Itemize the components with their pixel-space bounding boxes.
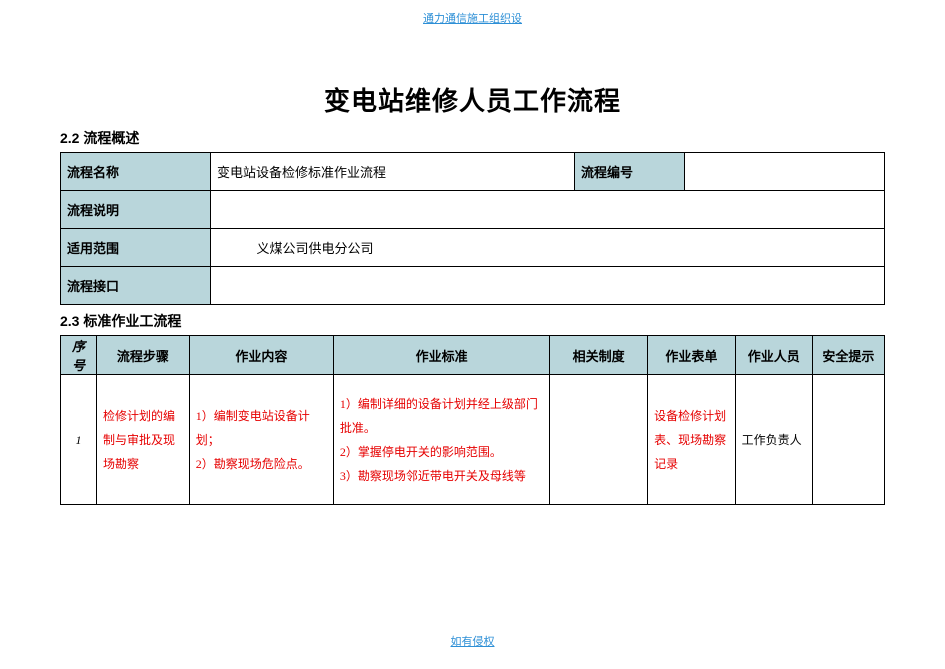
overview-name-value: 变电站设备检修标准作业流程 <box>211 153 575 191</box>
cell-rule <box>550 375 648 505</box>
hdr-staff: 作业人员 <box>735 336 812 375</box>
section-2-2-heading: 2.2 流程概述 <box>60 128 885 148</box>
cell-staff: 工作负责人 <box>735 375 812 505</box>
overview-iface-value <box>211 267 885 305</box>
page-title: 变电站维修人员工作流程 <box>60 81 885 118</box>
hdr-seq: 序号 <box>61 336 97 375</box>
overview-desc-value <box>211 191 885 229</box>
section-2-3-heading: 2.3 标准作业工流程 <box>60 311 885 331</box>
overview-scope-pad <box>211 229 251 267</box>
page-header-link: 通力通信施工组织设 <box>60 0 885 36</box>
cell-std: 1）编制详细的设备计划并经上级部门批准。2）掌握停电开关的影响范围。3）勘察现场… <box>333 375 549 505</box>
page-footer-link: 如有侵权 <box>0 623 945 659</box>
cell-step: 检修计划的编制与审批及现场勘察 <box>97 375 190 505</box>
hdr-form: 作业表单 <box>648 336 736 375</box>
overview-iface-label: 流程接口 <box>61 267 211 305</box>
hdr-step: 流程步骤 <box>97 336 190 375</box>
overview-name-label: 流程名称 <box>61 153 211 191</box>
hdr-work: 作业内容 <box>189 336 333 375</box>
overview-code-value <box>685 153 885 191</box>
workflow-table: 序号 流程步骤 作业内容 作业标准 相关制度 作业表单 作业人员 安全提示 1 … <box>60 335 885 505</box>
overview-table: 流程名称 变电站设备检修标准作业流程 流程编号 流程说明 适用范围 义煤公司供电… <box>60 152 885 305</box>
hdr-safe: 安全提示 <box>812 336 884 375</box>
hdr-std: 作业标准 <box>333 336 549 375</box>
overview-code-label: 流程编号 <box>575 153 685 191</box>
cell-safe <box>812 375 884 505</box>
overview-desc-label: 流程说明 <box>61 191 211 229</box>
cell-work: 1）编制变电站设备计划；2）勘察现场危险点。 <box>189 375 333 505</box>
table-row: 1 检修计划的编制与审批及现场勘察 1）编制变电站设备计划；2）勘察现场危险点。… <box>61 375 885 505</box>
cell-seq: 1 <box>61 375 97 505</box>
overview-scope-value: 义煤公司供电分公司 <box>251 229 885 267</box>
overview-scope-label: 适用范围 <box>61 229 211 267</box>
cell-form: 设备检修计划表、现场勘察记录 <box>648 375 736 505</box>
hdr-rule: 相关制度 <box>550 336 648 375</box>
